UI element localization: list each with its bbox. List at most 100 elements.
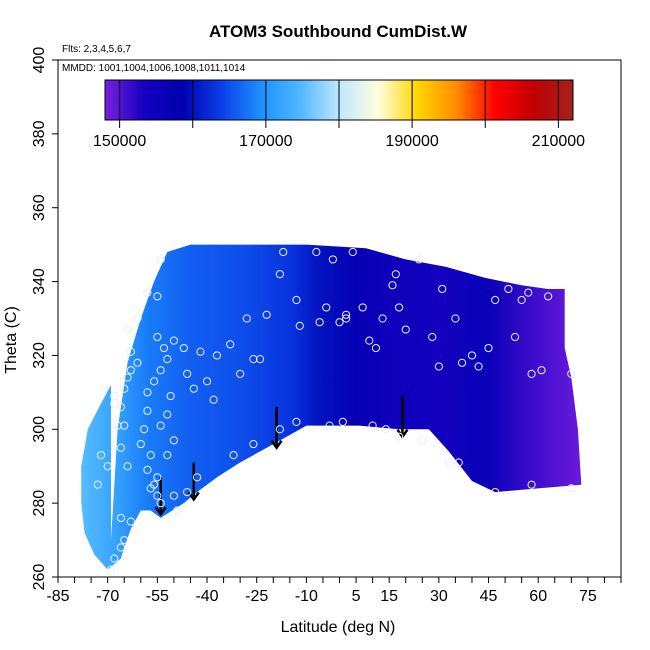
observation-point — [156, 421, 165, 430]
observation-point — [169, 436, 179, 445]
observation-point — [229, 451, 238, 460]
observation-point — [163, 451, 172, 460]
observation-point — [116, 403, 126, 412]
observation-point — [123, 462, 132, 471]
observation-point — [123, 373, 132, 382]
contour-field — [81, 244, 582, 570]
observation-point — [348, 247, 357, 257]
x-tick-label: -55 — [146, 588, 169, 605]
observation-point — [418, 436, 427, 445]
observation-point — [116, 543, 126, 552]
observation-point — [414, 255, 424, 264]
observation-point — [96, 451, 106, 460]
observation-point — [504, 284, 513, 294]
observation-point — [173, 506, 182, 515]
observation-point — [126, 347, 135, 356]
observation-point — [209, 395, 218, 404]
observation-point — [474, 362, 483, 371]
observation-point — [401, 325, 410, 334]
observation-point — [153, 473, 162, 482]
observation-point — [358, 303, 367, 312]
observation-point — [153, 491, 162, 500]
observation-point — [110, 391, 119, 401]
observation-point — [179, 343, 188, 353]
observation-point — [106, 565, 116, 574]
observation-point — [103, 462, 112, 471]
observation-point — [527, 369, 536, 378]
observation-point — [275, 425, 284, 434]
observation-point — [143, 388, 152, 397]
colorbar-tick-label: 190000 — [385, 133, 438, 150]
observation-point — [438, 284, 447, 294]
observation-point — [110, 554, 119, 563]
arrow-head — [270, 440, 283, 450]
observation-point — [156, 499, 165, 508]
observation-point — [189, 384, 198, 393]
observation-point — [116, 513, 126, 523]
observation-point — [395, 432, 404, 441]
observation-point — [133, 314, 142, 323]
observation-point — [156, 255, 165, 264]
observation-point — [491, 295, 500, 305]
observation-point — [537, 366, 546, 375]
observation-point — [322, 303, 331, 312]
observation-point — [120, 535, 129, 545]
observation-point — [510, 332, 520, 342]
observation-point — [391, 270, 400, 279]
observation-point — [381, 425, 390, 434]
y-tick-label: 360 — [31, 194, 48, 221]
x-tick-label: -10 — [295, 588, 318, 605]
y-tick-label: 260 — [31, 564, 48, 591]
observation-point — [342, 314, 351, 323]
observation-point — [196, 347, 205, 356]
observation-point — [544, 292, 553, 301]
observation-point — [236, 369, 245, 378]
observation-point — [292, 295, 301, 305]
x-tick-label: 5 — [352, 588, 361, 605]
observation-point — [368, 421, 377, 430]
observation-point — [136, 439, 145, 449]
observation-point — [126, 366, 135, 375]
observation-point — [169, 336, 179, 345]
observation-point — [491, 487, 500, 497]
y-tick-label: 320 — [31, 342, 48, 369]
observation-point — [524, 288, 533, 297]
field-area — [81, 244, 582, 570]
observation-point — [153, 292, 162, 301]
observation-point — [183, 369, 192, 378]
observation-point — [467, 351, 477, 360]
observation-point — [192, 473, 202, 482]
observation-point — [212, 351, 222, 360]
y-axis: 260 280 300 320 340 360 380 400 — [31, 47, 58, 591]
y-tick-label: 340 — [31, 268, 48, 295]
x-tick-label: -25 — [245, 588, 268, 605]
x-tick-label: 15 — [380, 588, 398, 605]
observation-point — [342, 310, 351, 319]
observation-point — [454, 458, 463, 467]
observation-point — [451, 314, 460, 323]
x-axis-label: Latitude (deg N) — [281, 619, 396, 636]
observation-point — [338, 417, 347, 426]
observation-point — [110, 399, 119, 408]
dates-note: MMDD: 1001,1004,1006,1008,1011,1014 — [62, 63, 246, 74]
observation-point — [312, 247, 321, 257]
observation-point — [325, 421, 334, 430]
observation-point — [328, 255, 337, 264]
observation-point — [255, 355, 265, 364]
observation-point — [457, 358, 467, 367]
x-tick-label: 30 — [430, 588, 448, 605]
observation-point — [143, 406, 152, 415]
observation-point — [153, 332, 162, 342]
observation-point — [93, 480, 102, 489]
observation-point — [166, 391, 175, 401]
x-tick-label: 60 — [529, 588, 547, 605]
observation-point — [434, 362, 443, 371]
observation-point — [335, 318, 344, 327]
x-tick-label: -70 — [96, 588, 119, 605]
observation-point — [378, 314, 387, 323]
observation-point — [249, 355, 258, 364]
observation-point — [262, 310, 271, 319]
observation-point — [444, 458, 453, 467]
colorbar: 150000 170000 190000 210000 — [93, 79, 585, 150]
observation-point — [159, 343, 169, 353]
